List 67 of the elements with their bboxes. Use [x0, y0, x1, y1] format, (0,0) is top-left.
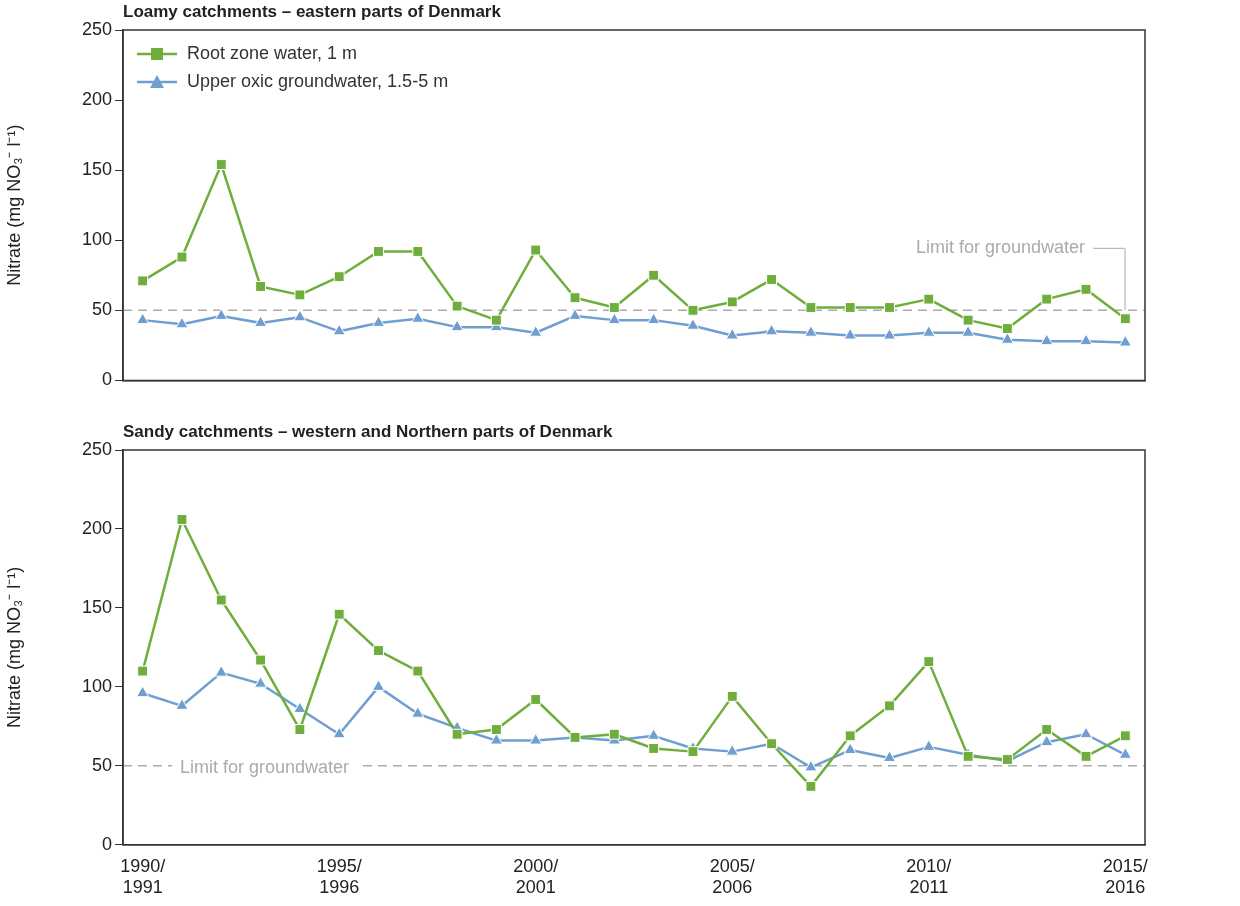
x-tick-label: 2005/2006	[709, 855, 755, 898]
y-tick-label: 100	[81, 229, 112, 250]
point	[293, 701, 307, 713]
point	[489, 733, 503, 745]
x-tick-label: 2010/2011	[906, 855, 952, 898]
point	[176, 514, 188, 525]
x-tick-label: 1995/1996	[316, 855, 362, 898]
point	[254, 676, 268, 688]
point	[137, 665, 149, 677]
point	[687, 746, 699, 758]
point	[726, 690, 738, 702]
y-tick-label: 100	[81, 675, 112, 696]
point	[412, 665, 424, 677]
chart-title: Sandy catchments – western and Northern parts of Denmark	[123, 422, 613, 442]
point	[529, 733, 543, 745]
point	[725, 744, 739, 756]
y-tick-label: 150	[81, 159, 112, 180]
x-tick-label: 1990/1991	[120, 855, 166, 898]
point	[255, 654, 267, 666]
point	[294, 724, 306, 735]
point	[923, 656, 935, 668]
point	[136, 685, 150, 698]
point	[608, 728, 620, 740]
chart-title: Loamy catchments – eastern parts of Denmark	[123, 2, 501, 22]
point	[884, 700, 895, 712]
y-tick-label: 0	[101, 833, 112, 854]
point	[843, 742, 857, 755]
point	[214, 665, 228, 677]
point	[411, 706, 425, 718]
y-tick-label: 200	[81, 89, 112, 110]
y-tick-label: 200	[81, 517, 112, 538]
y-tick-label: 50	[91, 299, 112, 320]
ref-line-label: Limit for groundwater	[915, 237, 1086, 258]
point	[175, 698, 189, 710]
point	[215, 594, 227, 606]
legend-label: Upper oxic groundwater, 1.5-5 m	[187, 70, 449, 91]
ref-line-label: Limit for groundwater	[180, 756, 350, 777]
point	[371, 679, 386, 691]
point	[805, 780, 817, 792]
y-tick-label: 150	[81, 596, 112, 617]
y-tick-label: 250	[81, 18, 112, 39]
point	[1041, 724, 1053, 735]
point	[451, 728, 463, 740]
point	[844, 730, 856, 742]
point	[1080, 750, 1092, 762]
point	[922, 739, 936, 751]
point	[373, 645, 384, 657]
y-axis-title: Nitrate (mg NO₃⁻ l⁻¹)	[3, 124, 24, 286]
point	[647, 728, 661, 740]
x-tick-label: 2015/2016	[1102, 855, 1148, 898]
point	[1118, 747, 1132, 759]
y-tick-label: 250	[81, 438, 112, 459]
point	[648, 743, 660, 754]
legend-label: Root zone water, 1 m	[187, 42, 358, 63]
y-axis-title: Nitrate (mg NO₃⁻ l⁻¹)	[3, 566, 24, 729]
point	[490, 724, 502, 735]
point	[1119, 730, 1131, 742]
y-tick-label: 0	[101, 369, 112, 390]
point	[882, 750, 897, 762]
point	[1079, 726, 1093, 739]
point	[332, 726, 346, 739]
point	[333, 608, 345, 620]
point	[1040, 734, 1054, 747]
point	[530, 694, 542, 705]
x-tick-label: 2000/2001	[513, 855, 559, 898]
point	[804, 759, 818, 772]
y-tick-label: 50	[91, 754, 112, 775]
